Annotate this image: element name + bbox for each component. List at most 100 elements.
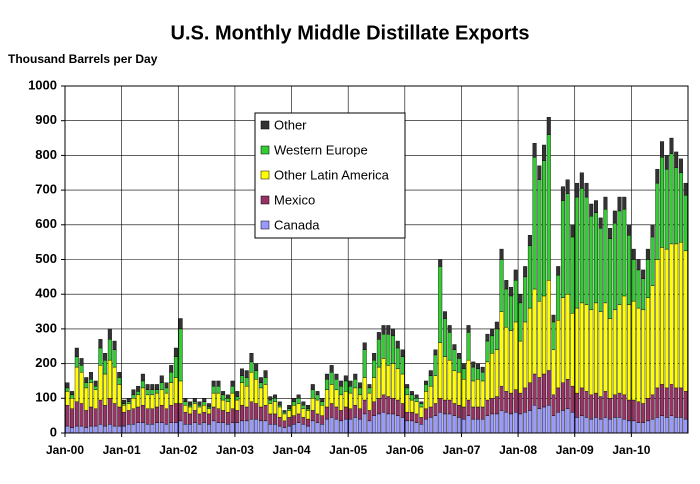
bar-segment bbox=[575, 392, 580, 418]
bar-segment bbox=[593, 417, 598, 434]
bar-segment bbox=[386, 396, 391, 415]
bar-segment bbox=[409, 411, 414, 422]
bar-segment bbox=[159, 382, 164, 390]
bar-segment bbox=[565, 408, 570, 434]
bar-segment bbox=[126, 410, 131, 425]
bar-segment bbox=[452, 344, 457, 350]
bar-segment bbox=[494, 413, 499, 434]
bar-segment bbox=[546, 280, 551, 371]
bar-segment bbox=[466, 332, 471, 361]
bar-segment bbox=[339, 385, 344, 396]
bar-segment bbox=[88, 406, 93, 427]
bar-segment bbox=[140, 405, 145, 423]
bar-segment bbox=[178, 420, 183, 434]
bar-segment bbox=[400, 356, 405, 375]
bar-segment bbox=[447, 359, 452, 401]
bar-segment bbox=[494, 396, 499, 415]
bar-segment bbox=[188, 406, 193, 415]
bar-segment bbox=[617, 196, 622, 212]
bar-segment bbox=[674, 243, 679, 389]
bar-segment bbox=[367, 420, 372, 434]
bar-segment bbox=[277, 401, 282, 406]
bar-segment bbox=[117, 425, 122, 434]
bar-segment bbox=[150, 384, 155, 390]
bar-segment bbox=[296, 398, 301, 404]
bar-segment bbox=[343, 375, 348, 382]
bar-segment bbox=[117, 377, 122, 385]
bar-segment bbox=[235, 396, 240, 401]
bar-segment bbox=[301, 405, 306, 409]
bar-segment bbox=[542, 160, 547, 297]
bar-segment bbox=[235, 391, 240, 397]
bar-segment bbox=[513, 321, 518, 390]
bar-segment bbox=[494, 328, 499, 350]
bar-segment bbox=[565, 193, 570, 295]
bar-segment bbox=[509, 392, 514, 415]
bar-segment bbox=[362, 342, 367, 350]
bar-segment bbox=[277, 425, 282, 434]
bar-segment bbox=[475, 406, 480, 420]
bar-segment bbox=[254, 379, 259, 404]
bar-segment bbox=[310, 398, 315, 411]
bar-segment bbox=[664, 169, 669, 250]
bar-segment bbox=[164, 424, 169, 434]
plot-border bbox=[64, 85, 689, 434]
legend-swatch bbox=[260, 145, 270, 155]
bar-segment bbox=[447, 332, 452, 361]
bar-segment bbox=[674, 417, 679, 434]
bar-segment bbox=[457, 405, 462, 418]
bar-segment bbox=[131, 389, 136, 396]
bar-segment bbox=[273, 424, 278, 434]
bar-segment bbox=[612, 309, 617, 396]
bar-segment bbox=[570, 313, 575, 387]
bar-segment bbox=[589, 394, 594, 420]
bar-segment bbox=[93, 425, 98, 434]
bar-segment bbox=[107, 339, 112, 361]
bar-segment bbox=[188, 401, 193, 406]
bar-segment bbox=[391, 363, 396, 399]
bar-segment bbox=[504, 280, 509, 290]
bar-segment bbox=[551, 394, 556, 416]
bar-segment bbox=[461, 363, 466, 370]
bar-segment bbox=[627, 399, 631, 422]
bar-segment bbox=[230, 392, 235, 409]
bar-segment bbox=[471, 361, 476, 368]
bar-segment bbox=[537, 179, 542, 302]
bar-segment bbox=[221, 422, 226, 434]
bar-segment bbox=[542, 406, 547, 434]
bar-segment bbox=[485, 333, 490, 342]
bar-segment bbox=[513, 389, 518, 413]
bar-segment bbox=[258, 377, 263, 383]
bar-segment bbox=[65, 391, 70, 406]
bar-segment bbox=[447, 399, 452, 415]
x-tick-label: Jan-04 bbox=[273, 443, 311, 457]
bar-segment bbox=[438, 411, 443, 434]
bar-segment bbox=[480, 380, 485, 408]
bar-segment bbox=[372, 352, 377, 361]
legend-swatch bbox=[260, 220, 270, 230]
bar-segment bbox=[159, 405, 164, 423]
bar-segment bbox=[122, 405, 126, 413]
bar-segment bbox=[258, 420, 263, 434]
bar-segment bbox=[320, 401, 325, 406]
bar-segment bbox=[70, 391, 75, 396]
bar-segment bbox=[353, 379, 358, 389]
bar-segment bbox=[395, 347, 400, 370]
bar-segment bbox=[150, 424, 155, 434]
bar-segment bbox=[183, 398, 188, 402]
bar-segment bbox=[546, 117, 551, 135]
bar-segment bbox=[551, 314, 556, 323]
bar-segment bbox=[678, 241, 683, 389]
bar-segment bbox=[622, 418, 627, 434]
bar-segment bbox=[357, 387, 362, 396]
bar-segment bbox=[409, 391, 414, 396]
bar-segment bbox=[334, 379, 339, 390]
bar-segment bbox=[475, 379, 480, 408]
bar-segment bbox=[683, 391, 688, 420]
bar-segment bbox=[641, 309, 646, 404]
bar-segment bbox=[433, 354, 438, 376]
bar-segment bbox=[357, 382, 362, 389]
bar-segment bbox=[603, 391, 608, 418]
bar-segment bbox=[70, 408, 75, 428]
bar-segment bbox=[414, 394, 419, 399]
